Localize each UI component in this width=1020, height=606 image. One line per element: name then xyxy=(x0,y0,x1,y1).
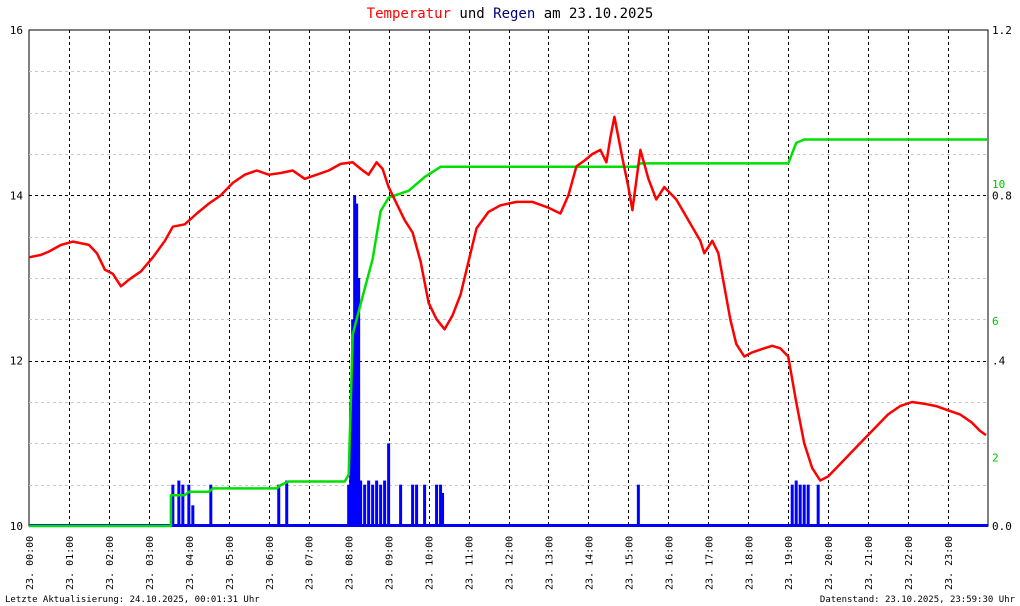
rain-rate-bar xyxy=(187,484,191,526)
grid xyxy=(28,29,989,527)
series-layer xyxy=(28,115,988,528)
rain-rate-bar xyxy=(349,402,353,526)
y-right-sum-tick-label: 6 xyxy=(992,315,999,328)
rain-rate-bar xyxy=(371,484,375,526)
title-temperatur: Temperatur xyxy=(367,6,451,22)
temperature-line xyxy=(28,115,987,482)
y-left-tick-label: 12 xyxy=(10,355,23,368)
rain-rate-bar xyxy=(367,480,371,526)
x-tick-label: 23. 07:00 xyxy=(305,536,316,590)
x-tick-label: 23. 03:00 xyxy=(145,536,156,590)
rain-rate-bar xyxy=(285,480,289,526)
x-tick-label: 23. 23:00 xyxy=(944,536,955,590)
rain-rate-bar xyxy=(379,484,383,526)
y-right-rate-tick-label: 0.8 xyxy=(992,189,1012,202)
rain-rate-bar xyxy=(790,484,794,526)
x-tick-label: 23. 16:00 xyxy=(664,536,675,590)
rain-rate-bar xyxy=(411,484,415,526)
x-tick-label: 23. 11:00 xyxy=(465,536,476,590)
title-regen: Regen xyxy=(493,6,535,22)
x-tick-label: 23. 17:00 xyxy=(704,536,715,590)
footer-data-status: Datenstand: 23.10.2025, 23:59:30 Uhr xyxy=(820,595,1016,605)
y-right-rate-tick-label: 0.0 xyxy=(992,520,1012,533)
rain-rate-bar xyxy=(347,484,351,526)
y-left-tick-label: 14 xyxy=(10,189,24,202)
x-tick-label: 23. 09:00 xyxy=(385,536,396,590)
rain-rate-bar xyxy=(387,443,391,526)
y-right-rate-tick-label: 1.2 xyxy=(992,24,1012,37)
rain-rate-bar xyxy=(816,484,820,526)
x-tick-label: 23. 00:00 xyxy=(25,536,36,590)
title-date: am 23.10.2025 xyxy=(544,6,654,22)
rain-sum-line xyxy=(29,138,988,528)
rain-rate-bar xyxy=(375,480,379,526)
x-tick-label: 23. 06:00 xyxy=(265,536,276,590)
rain-rate-bar xyxy=(353,195,357,527)
rain-rate-bar xyxy=(357,278,361,526)
rain-rate-bar xyxy=(415,484,419,526)
rain-rate-bar xyxy=(181,484,185,526)
rain-rate-bar xyxy=(209,484,213,526)
rain-rate-bar xyxy=(191,505,195,526)
rain-rate-bar xyxy=(177,480,181,526)
x-tick-label: 23. 15:00 xyxy=(624,536,635,590)
rain-rate-bar xyxy=(277,484,281,526)
x-tick-label: 23. 21:00 xyxy=(864,536,875,590)
title-und-word: und xyxy=(459,6,484,22)
x-tick-label: 23. 18:00 xyxy=(744,536,755,590)
plot-frame xyxy=(28,29,989,527)
chart-title: Temperatur und Regen am 23.10.2025 xyxy=(367,6,654,22)
rain-rate-bar xyxy=(171,484,175,526)
rain-rate-bar xyxy=(806,484,810,526)
rain-rate-bar xyxy=(383,480,387,526)
x-tick-label: 23. 08:00 xyxy=(345,536,356,590)
x-tick-label: 23. 02:00 xyxy=(105,536,116,590)
rain-rate-bar xyxy=(355,203,359,526)
x-tick-label: 23. 19:00 xyxy=(784,536,795,590)
rain-rate-bar xyxy=(802,484,806,526)
x-tick-label: 23. 13:00 xyxy=(544,536,555,590)
x-tick-label: 23. 04:00 xyxy=(185,536,196,590)
y-right-rate-tick-label: .4 xyxy=(992,355,1006,368)
rain-rate-bar xyxy=(399,484,403,526)
y-left-tick-label: 10 xyxy=(10,520,23,533)
x-tick-label: 23. 10:00 xyxy=(425,536,436,590)
x-tick-label: 23. 12:00 xyxy=(505,536,516,590)
x-tick-label: 23. 14:00 xyxy=(584,536,595,590)
rain-rate-bar xyxy=(794,480,798,526)
rain-rate-bar xyxy=(423,484,427,526)
rain-rate-bar xyxy=(439,484,443,526)
x-tick-label: 23. 05:00 xyxy=(225,536,236,590)
footer-last-update: Letzte Aktualisierung: 24.10.2025, 00:01… xyxy=(5,595,260,605)
rain-rate-bar xyxy=(351,319,355,526)
rain-rate-bars xyxy=(171,195,820,527)
x-tick-label: 23. 01:00 xyxy=(65,536,76,590)
rain-rate-bar xyxy=(435,484,439,526)
rain-rate-bar xyxy=(363,484,367,526)
y-right-sum-tick-label: 2 xyxy=(992,452,999,465)
y-right-sum-tick-label: 10 xyxy=(992,178,1005,191)
y-left-tick-label: 16 xyxy=(10,24,23,37)
rain-rate-bar xyxy=(636,484,640,526)
rain-rate-bar xyxy=(798,484,802,526)
rain-rate-bar xyxy=(441,492,445,526)
x-tick-label: 23. 22:00 xyxy=(904,536,915,590)
rain-rate-bar xyxy=(359,480,363,526)
x-tick-label: 23. 20:00 xyxy=(824,536,835,590)
